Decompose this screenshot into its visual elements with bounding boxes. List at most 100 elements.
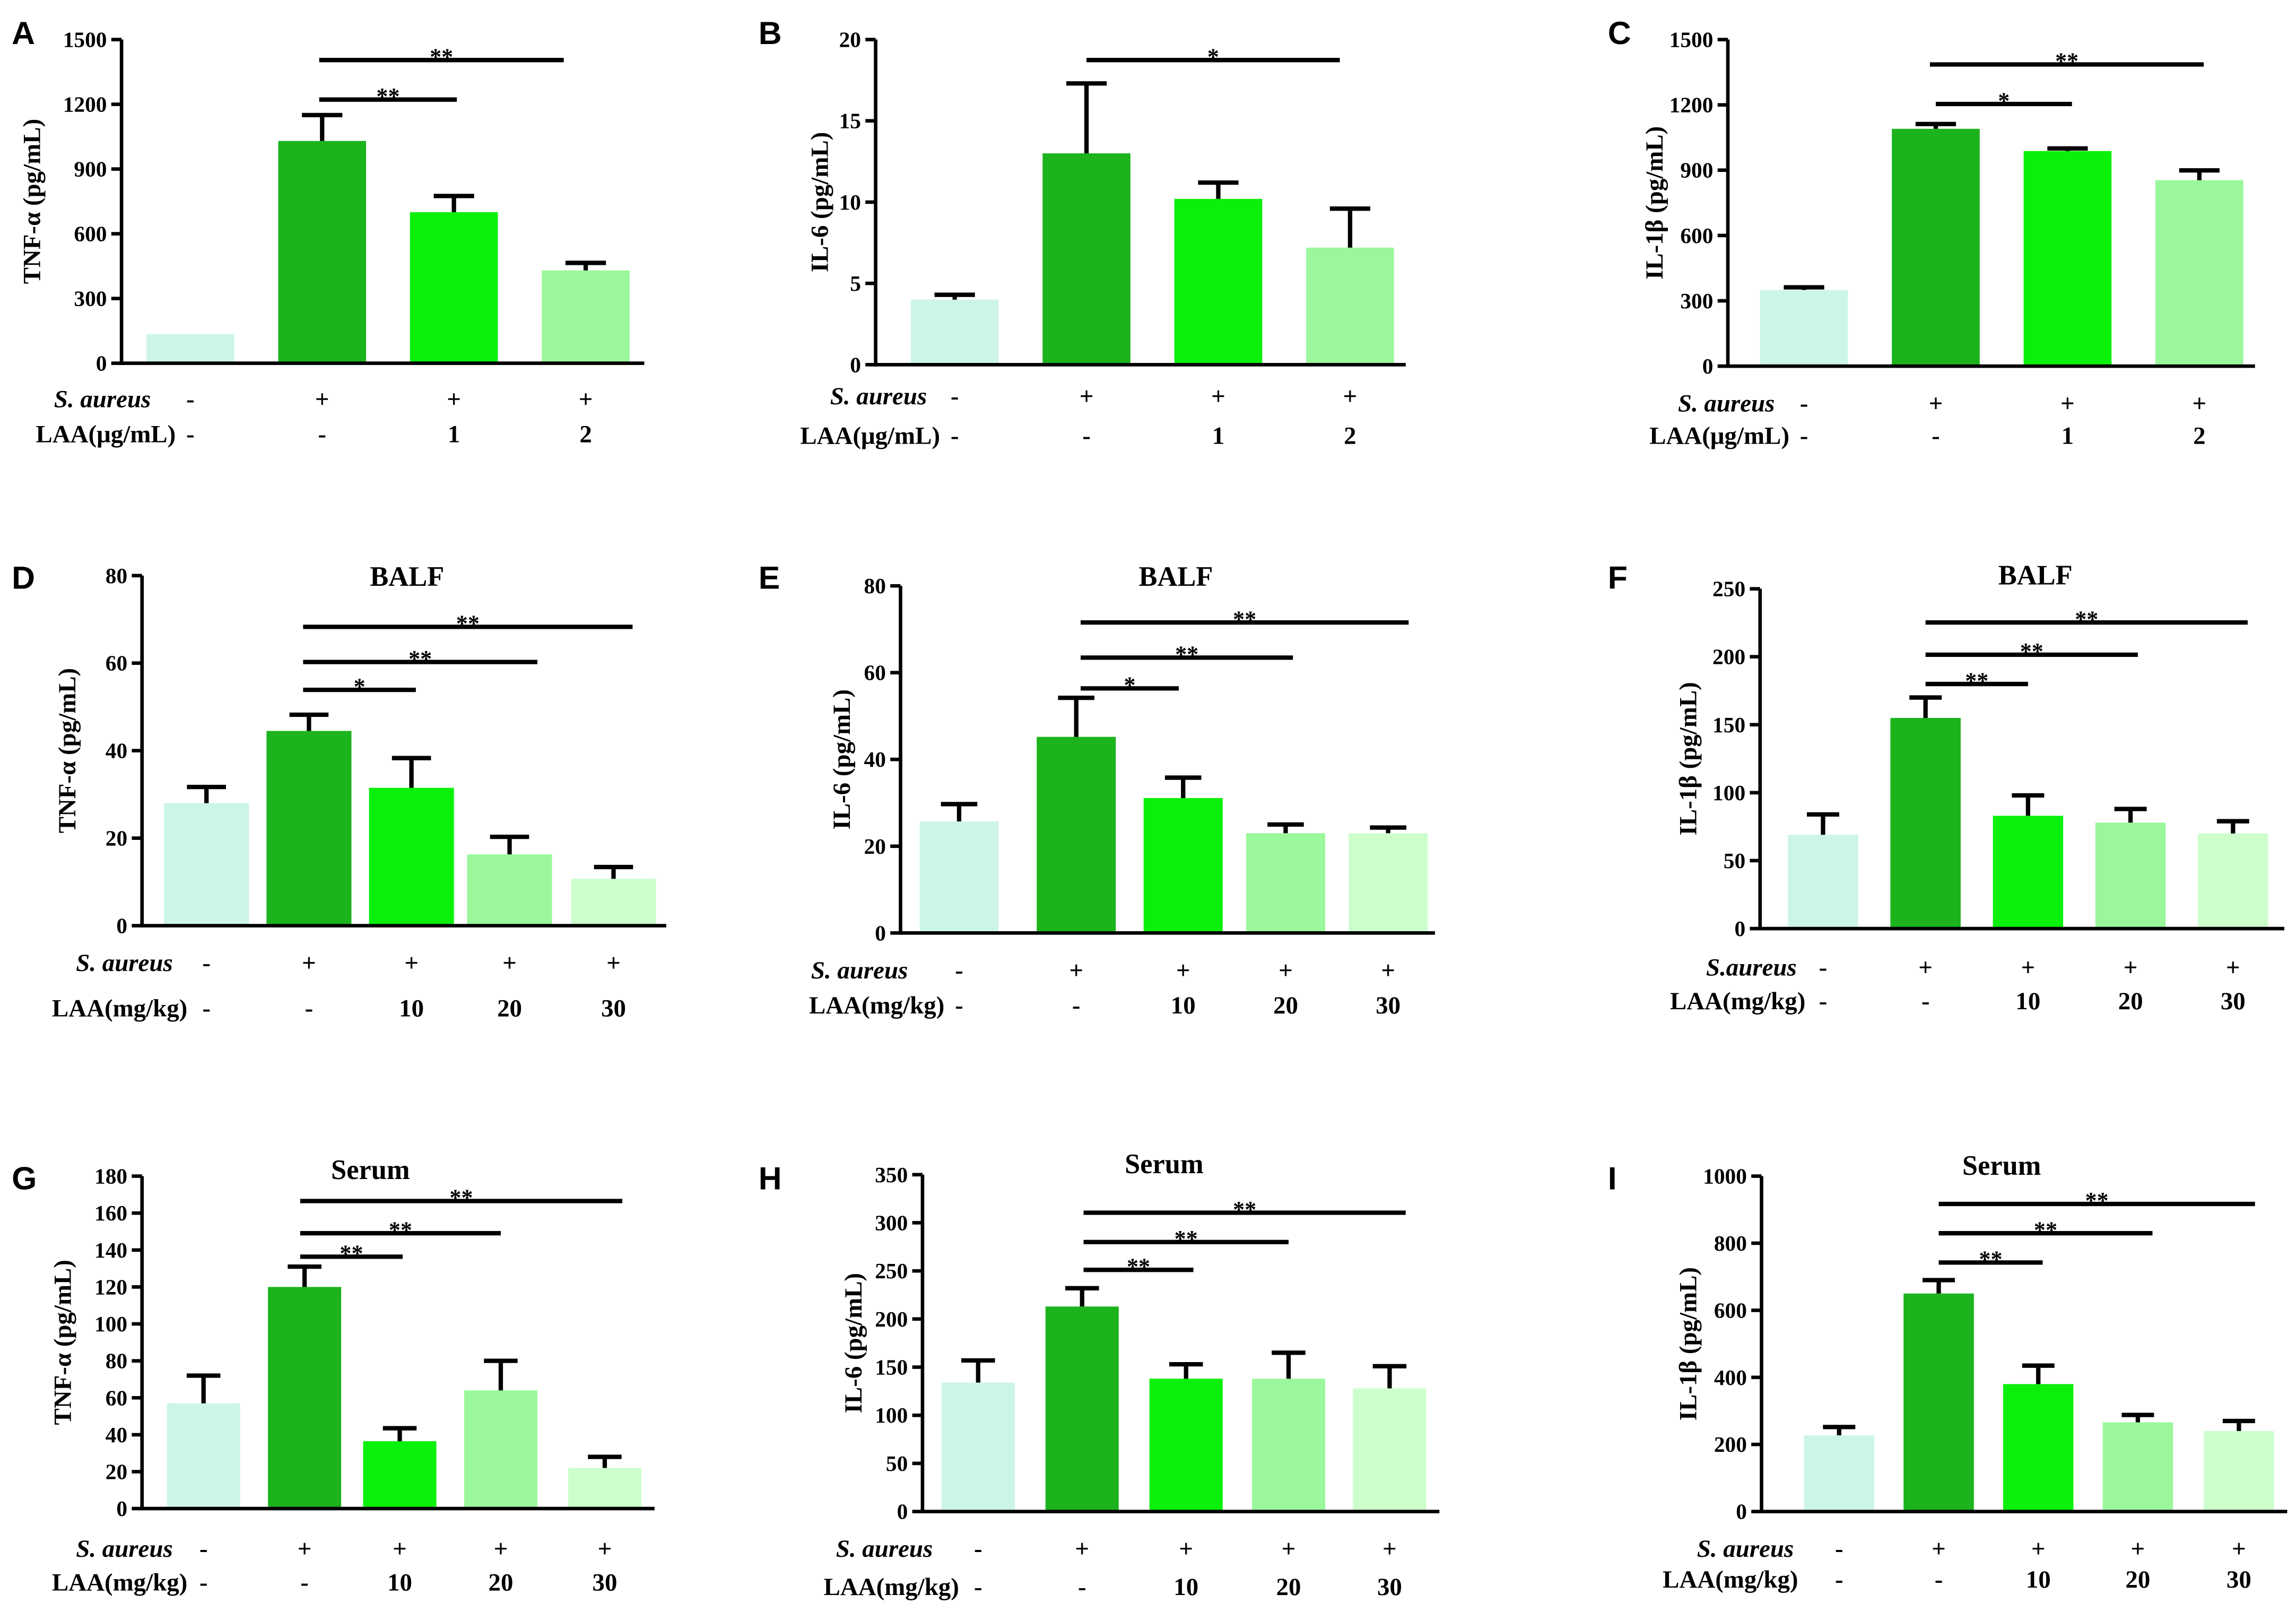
panel-h-error-bar-1 — [961, 1358, 995, 1383]
panel-e-error-bar-5 — [1370, 825, 1406, 834]
panel-g-group-2-value-2: - — [300, 1569, 309, 1597]
panel-i-group-label-2: LAA(mg/kg) — [1663, 1566, 1798, 1593]
panel-d-group-2-value-1: - — [202, 995, 211, 1022]
panel-h-bar-5 — [1353, 1388, 1427, 1512]
panel-f-letter: F — [1608, 560, 1628, 596]
panel-h-group-1-value-1: - — [974, 1535, 982, 1563]
panel-g-y-tick-label-1: 20 — [106, 1460, 127, 1484]
panel-f-group-1-value-3: + — [2021, 954, 2036, 981]
panel-e-group-1-value-2: + — [1069, 957, 1083, 984]
panel-i-y-axis-label: IL-1β (pg/mL) — [1675, 1267, 1702, 1420]
panel-g-error-bar-1 — [186, 1373, 221, 1403]
panel-g-y-tick-label-7: 140 — [94, 1238, 127, 1262]
panel-e-group-1-value-4: + — [1279, 957, 1293, 984]
panel-e-group-1-value-5: + — [1381, 957, 1395, 984]
panel-h-y-tick-label-2: 100 — [875, 1403, 908, 1427]
panel-f-significance-label-3: ** — [2075, 606, 2098, 632]
panel-b-group-1-value-1: - — [951, 383, 959, 410]
panel-i-group-2-value-3: 10 — [2026, 1566, 2051, 1593]
panel-g-error-bar-2 — [288, 1264, 321, 1287]
panel-b-group-2-value-4: 2 — [1344, 422, 1356, 449]
panel-h-group-2-value-3: 10 — [1173, 1573, 1198, 1601]
panel-c-y-tick-label-2: 600 — [1680, 223, 1713, 248]
panel-h-group-label-2: LAA(mg/kg) — [824, 1573, 959, 1601]
panel-c-group-2-value-3: 1 — [2062, 422, 2074, 449]
panel-i-group-2-value-5: 30 — [2227, 1566, 2251, 1593]
panel-e-bar-1 — [919, 821, 999, 933]
panel-f-group-1-value-2: + — [1918, 954, 1933, 981]
panel-e-significance-label-2: ** — [1175, 642, 1198, 668]
panel-a: A TNF-α (pg/mL) 0 300 600 900 1200 1500 ** ** S. a… — [12, 15, 645, 448]
panel-i-error-bar-2 — [1923, 1278, 1955, 1294]
panel-b-significance-label-1: * — [1207, 44, 1219, 70]
panel-g-title: Serum — [331, 1155, 410, 1185]
panel-d-bar-2 — [266, 731, 352, 926]
panel-g-error-bar-5 — [588, 1454, 622, 1468]
panel-d-title: BALF — [370, 561, 444, 592]
panel-c-error-bar-3 — [2047, 146, 2088, 151]
panel-g-y-tick-label-9: 180 — [94, 1164, 127, 1189]
panel-g-bar-5 — [568, 1468, 641, 1509]
panel-e-error-bar-1 — [941, 802, 978, 822]
panel-h-error-bar-3 — [1169, 1362, 1203, 1379]
panel-d-letter: D — [12, 560, 35, 596]
panel-f-group-1-value-1: - — [1819, 954, 1828, 981]
panel-a-group-2-value-3: 1 — [448, 421, 460, 448]
panel-b-group-1-value-3: + — [1211, 383, 1225, 410]
panel-g-significance-label-2: ** — [389, 1217, 412, 1243]
panel-b-y-tick-label-3: 15 — [839, 109, 861, 133]
panel-d-bar-5 — [571, 879, 656, 926]
panel-d-group-1-value-3: + — [404, 949, 419, 977]
panel-a-y-tick-label-2: 600 — [74, 222, 107, 246]
panel-i-bar-4 — [2102, 1422, 2173, 1512]
panel-d-bar-1 — [164, 803, 249, 926]
panel-f-bar-3 — [1993, 816, 2064, 929]
panel-d-significance-label-2: ** — [408, 646, 432, 672]
panel-d-y-tick-label-2: 40 — [106, 739, 127, 763]
panel-f-bar-4 — [2095, 822, 2166, 929]
panel-c-error-bar-4 — [2179, 168, 2220, 180]
panel-g-group-1-value-2: + — [298, 1535, 312, 1563]
panel-d-group-2-value-2: - — [305, 995, 314, 1022]
panel-b-group-label-1: S. aureus — [830, 383, 927, 410]
panel-f-group-2-value-3: 10 — [2015, 987, 2040, 1015]
panel-g-y-tick-label-5: 100 — [94, 1312, 127, 1336]
panel-c-y-tick-label-5: 1500 — [1669, 28, 1714, 52]
panel-g-y-tick-label-4: 80 — [106, 1349, 127, 1373]
panel-f-group-label-2: LAA(mg/kg) — [1670, 987, 1805, 1015]
panel-g-error-bar-4 — [484, 1358, 518, 1391]
panel-a-group-1-value-3: + — [447, 385, 461, 413]
panel-h-bar-3 — [1149, 1379, 1223, 1512]
panel-h-group-1-value-4: + — [1282, 1535, 1296, 1563]
panel-e-group-1-value-1: - — [955, 957, 963, 984]
panel-f-error-bar-1 — [1806, 812, 1839, 835]
panel-a-y-axis-label: TNF-α (pg/mL) — [19, 119, 46, 284]
panel-a-significance-label-1: ** — [376, 83, 399, 109]
panel-i-group-1-value-1: - — [1835, 1535, 1843, 1563]
panel-f-bar-1 — [1788, 835, 1858, 929]
panel-h-bar-1 — [941, 1382, 1015, 1512]
panel-g-group-label-2: LAA(mg/kg) — [52, 1569, 187, 1597]
panel-e-group-2-value-4: 20 — [1273, 992, 1298, 1019]
panel-b-error-bar-3 — [1198, 180, 1239, 199]
panel-g-group-1-value-5: + — [598, 1535, 612, 1563]
panel-e-bar-3 — [1143, 798, 1223, 933]
panel-b-bar-1 — [910, 299, 999, 365]
panel-d-group-2-value-4: 20 — [497, 995, 522, 1022]
panel-i-group-1-value-5: + — [2232, 1535, 2246, 1563]
panel-d-group-2-value-3: 10 — [399, 995, 424, 1022]
panel-f-group-1-value-5: + — [2226, 954, 2240, 981]
panel-a-bar-3 — [410, 212, 498, 363]
panel-i-y-tick-label-0: 0 — [1736, 1500, 1747, 1524]
panel-b-group-2-value-1: - — [951, 422, 959, 449]
panel-i-y-tick-label-1: 200 — [1714, 1432, 1747, 1457]
panel-g-group-2-value-3: 10 — [387, 1569, 412, 1597]
panel-a-y-tick-label-5: 1500 — [63, 28, 107, 52]
panel-e-y-tick-label-2: 40 — [864, 747, 886, 772]
panel-b-group-label-2: LAA(μg/mL) — [800, 422, 940, 449]
panel-g: G Serum TNF-α (pg/mL) 0 20 40 60 80 100 120 140 160… — [12, 1155, 655, 1597]
panel-b-error-bar-2 — [1066, 81, 1107, 154]
panel-c-y-tick-label-1: 300 — [1680, 289, 1713, 313]
panel-a-group-1-value-4: + — [579, 385, 593, 413]
